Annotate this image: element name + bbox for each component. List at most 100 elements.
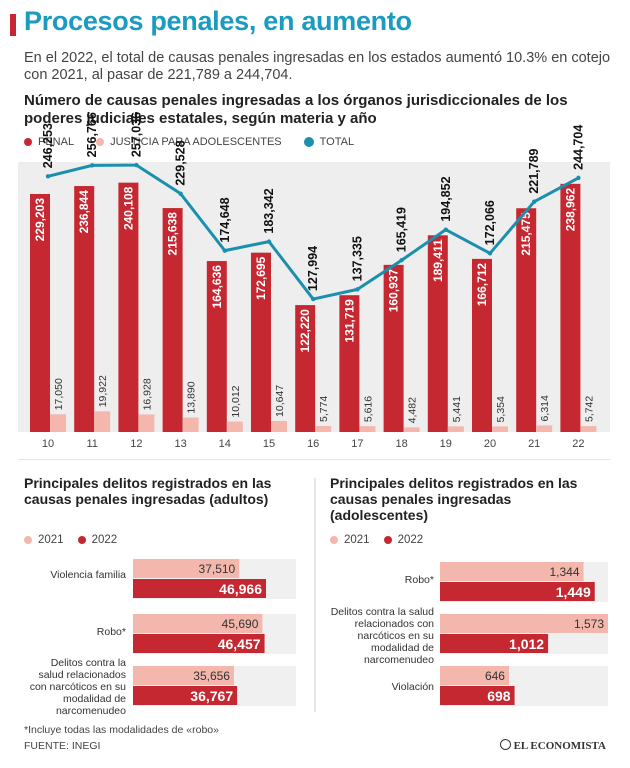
bar-penal: [30, 193, 50, 432]
bar-label-penal: 236,844: [77, 190, 91, 234]
value-label-2021: 1,573: [574, 617, 604, 631]
footnote: *Incluye todas las modalidades de «robo»: [24, 724, 219, 736]
page-title: Procesos penales, en aumento: [24, 6, 412, 36]
total-label: 257,036: [129, 112, 143, 157]
bar-2022: [440, 582, 595, 601]
bar-adolescentes: [50, 414, 66, 432]
year-2022-dot-icon: [383, 536, 392, 544]
bar-adolescentes: [138, 414, 155, 432]
total-label: 172,066: [483, 200, 497, 245]
bar-label-penal: 215,475: [519, 212, 533, 256]
bar-label-adolescentes: 6,314: [539, 395, 551, 421]
bar-penal: [560, 183, 581, 432]
x-tick-label: 20: [484, 438, 496, 450]
bar-label-penal: 166,712: [475, 263, 489, 307]
total-point: [222, 248, 227, 253]
adults-category-label: Robo*: [96, 626, 126, 638]
bar-2021: [440, 562, 584, 581]
bar-adolescentes: [182, 417, 199, 432]
bar-label-adolescentes: 5,354: [495, 396, 507, 422]
bar-penal: [472, 258, 492, 432]
legend-adolescentes-label: JUSTICIA PARA ADOLESCENTES: [110, 136, 282, 148]
bar-penal: [162, 208, 183, 432]
total-point: [576, 175, 581, 181]
total-label: 221,789: [527, 148, 541, 193]
value-label-2021: 1,344: [550, 565, 580, 579]
bar-2022: [133, 579, 266, 598]
total-label: 256,766: [85, 112, 99, 157]
total-point: [134, 162, 139, 168]
x-tick-label: 10: [42, 438, 54, 450]
adults-chart-title: Principales delitos registrados en las c…: [24, 475, 272, 507]
bar-label-adolescentes: 5,441: [451, 396, 463, 422]
total-label: 183,342: [262, 188, 276, 233]
value-label-2021: 35,656: [193, 669, 230, 683]
brand-name: EL ECONOMISTA: [513, 740, 606, 752]
intro-text: En el 2022, el total de causas penales i…: [24, 50, 611, 83]
legend-penal: PENAL: [24, 136, 74, 148]
bar-penal: [206, 261, 227, 432]
main-chart-title: Número de causas penales ingresadas a lo…: [24, 92, 568, 127]
adults-category-label: Delitos contra la salud relacionados con…: [29, 657, 126, 717]
title-accent-bar: [10, 14, 16, 36]
teens-legend-2021: 2021: [330, 534, 370, 546]
x-tick-label: 18: [395, 438, 407, 450]
bar-label-penal: 240,108: [121, 186, 135, 230]
adults-category-label: Violencia familia: [50, 569, 126, 581]
x-tick-label: 14: [219, 438, 231, 450]
bar-2022: [133, 634, 265, 653]
bar-adolescentes: [94, 411, 111, 432]
total-point: [355, 287, 360, 292]
bar-label-penal: 160,937: [387, 269, 401, 313]
teens-category-label: Robo*: [404, 574, 434, 586]
total-label: 127,994: [306, 246, 320, 291]
bar-label-penal: 229,203: [33, 198, 47, 242]
bar-2022: [133, 686, 238, 705]
bar-penal: [251, 252, 271, 432]
brand-logo-icon: [499, 739, 511, 750]
x-tick-label: 19: [440, 438, 452, 450]
adults-legend-2021: 2021: [24, 534, 64, 546]
bar-penal: [295, 305, 316, 432]
adults-legend-2022: 2022: [77, 534, 118, 546]
x-tick-label: 16: [307, 438, 319, 450]
x-tick-label: 17: [351, 438, 363, 450]
total-label: 165,419: [395, 207, 409, 252]
x-tick-label: 11: [86, 438, 97, 450]
total-label: 137,335: [350, 236, 364, 281]
bar-2022: [440, 686, 515, 705]
year-2021-dot-icon: [330, 536, 338, 544]
bar-penal: [516, 208, 537, 432]
legend-total: TOTAL: [303, 136, 355, 148]
source-note: FUENTE: INEGI: [24, 740, 101, 752]
bar-2021: [133, 666, 234, 685]
total-label: 244,704: [571, 125, 585, 170]
adults-legend-2022-label: 2022: [91, 534, 118, 546]
total-point: [311, 296, 316, 302]
teens-legend-2022-label: 2022: [397, 534, 424, 546]
legend-penal-label: PENAL: [38, 136, 75, 148]
total-label: 194,852: [439, 176, 453, 221]
total-dot-icon: [303, 137, 314, 147]
value-label-2021: 37,510: [199, 562, 236, 576]
bar-label-penal: 215,638: [166, 212, 180, 256]
legend-total-label: TOTAL: [319, 136, 355, 148]
bar-adolescentes: [447, 426, 464, 432]
bar-penal: [427, 235, 448, 432]
value-label-2022: 36,767: [190, 688, 233, 704]
x-tick-label: 22: [572, 438, 584, 450]
bar-label-penal: 131,719: [342, 299, 356, 343]
bar-adolescentes: [536, 425, 553, 432]
bar-label-adolescentes: 5,616: [362, 396, 374, 422]
bar-adolescentes: [403, 427, 420, 432]
bar-adolescentes: [315, 426, 332, 432]
adolescentes-dot-icon: [96, 138, 105, 146]
teens-chart-title: Principales delitos registrados en las c…: [330, 475, 578, 523]
bar-label-adolescentes: 5,774: [318, 396, 330, 422]
bar-2021: [133, 614, 263, 633]
bar-penal: [383, 264, 404, 432]
bar-label-penal: 189,411: [431, 239, 445, 282]
bar-label-penal: 172,695: [254, 256, 268, 300]
bar-label-penal: 164,636: [210, 265, 224, 309]
main-chart: 229,203 17,050 10 236,844 19,922 11 240,108 16,…: [18, 112, 610, 460]
